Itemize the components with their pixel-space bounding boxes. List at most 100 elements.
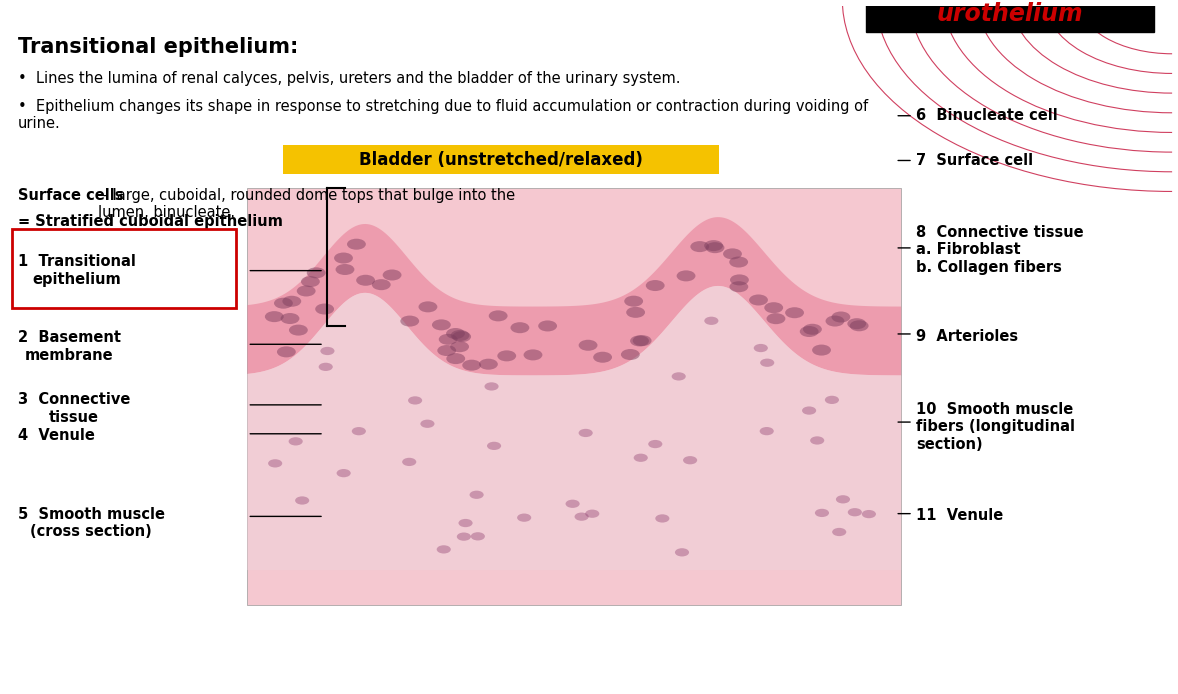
- Text: 3  Connective
tissue: 3 Connective tissue: [18, 392, 130, 425]
- Circle shape: [812, 345, 830, 355]
- Circle shape: [497, 350, 516, 362]
- Circle shape: [356, 275, 375, 286]
- Circle shape: [457, 532, 471, 541]
- Circle shape: [283, 296, 302, 307]
- Polygon shape: [247, 286, 901, 570]
- Circle shape: [760, 359, 774, 367]
- Circle shape: [471, 532, 485, 541]
- Circle shape: [265, 311, 284, 322]
- Circle shape: [704, 316, 719, 325]
- Circle shape: [438, 334, 457, 345]
- Circle shape: [316, 303, 335, 314]
- Bar: [283, 145, 719, 174]
- Circle shape: [723, 248, 742, 260]
- Bar: [247, 188, 901, 604]
- Circle shape: [408, 396, 422, 405]
- Circle shape: [297, 285, 316, 296]
- Text: 6  Binucleate cell: 6 Binucleate cell: [916, 108, 1058, 124]
- Circle shape: [296, 496, 310, 505]
- Circle shape: [452, 331, 471, 342]
- Circle shape: [277, 346, 296, 357]
- Circle shape: [847, 318, 866, 329]
- Circle shape: [730, 274, 749, 285]
- Circle shape: [810, 437, 825, 445]
- Circle shape: [462, 359, 481, 371]
- Circle shape: [335, 253, 353, 264]
- Circle shape: [348, 239, 366, 250]
- Text: 11  Venule: 11 Venule: [916, 507, 1004, 523]
- Circle shape: [706, 242, 724, 253]
- Circle shape: [630, 335, 649, 346]
- Circle shape: [803, 324, 822, 335]
- Circle shape: [280, 313, 299, 324]
- Circle shape: [648, 440, 662, 448]
- Text: 9  Arterioles: 9 Arterioles: [916, 328, 1019, 344]
- Circle shape: [487, 442, 501, 450]
- Circle shape: [704, 240, 723, 251]
- Circle shape: [437, 345, 456, 356]
- Circle shape: [594, 352, 613, 363]
- Circle shape: [767, 313, 786, 324]
- Circle shape: [401, 316, 419, 327]
- Circle shape: [352, 427, 366, 435]
- Text: •  Lines the lumina of renal calyces, pelvis, ureters and the bladder of the uri: • Lines the lumina of renal calyces, pel…: [18, 71, 680, 86]
- Text: urothelium: urothelium: [937, 2, 1084, 26]
- Text: 8  Connective tissue
a. Fibroblast
b. Collagen fibers: 8 Connective tissue a. Fibroblast b. Col…: [916, 225, 1084, 275]
- Circle shape: [565, 500, 580, 508]
- Circle shape: [836, 496, 851, 503]
- Circle shape: [479, 359, 498, 370]
- Circle shape: [671, 372, 686, 380]
- Circle shape: [320, 347, 335, 355]
- Text: 4  Venule: 4 Venule: [18, 428, 94, 443]
- Circle shape: [289, 437, 303, 446]
- Circle shape: [418, 301, 437, 312]
- Circle shape: [402, 458, 416, 466]
- Circle shape: [655, 514, 669, 523]
- Circle shape: [849, 320, 868, 331]
- Text: 1  Transitional
epithelium: 1 Transitional epithelium: [18, 255, 135, 287]
- Circle shape: [446, 328, 465, 339]
- Circle shape: [451, 330, 470, 341]
- Circle shape: [785, 307, 803, 319]
- Circle shape: [624, 296, 643, 307]
- Circle shape: [578, 340, 597, 350]
- Text: Surface cells: Surface cells: [18, 188, 124, 203]
- Circle shape: [289, 325, 307, 336]
- Circle shape: [269, 459, 283, 468]
- Circle shape: [421, 420, 435, 428]
- Text: •  Epithelium changes its shape in response to stretching due to fluid accumulat: • Epithelium changes its shape in respon…: [18, 99, 868, 131]
- Circle shape: [832, 312, 851, 323]
- Circle shape: [383, 269, 402, 280]
- Circle shape: [862, 510, 876, 518]
- Circle shape: [749, 294, 768, 305]
- Text: 2  Basement
membrane: 2 Basement membrane: [18, 330, 120, 362]
- Circle shape: [484, 382, 498, 391]
- Circle shape: [826, 316, 845, 327]
- Circle shape: [815, 509, 829, 517]
- Circle shape: [575, 512, 589, 520]
- Circle shape: [621, 349, 640, 360]
- Circle shape: [646, 280, 664, 291]
- Circle shape: [306, 267, 325, 278]
- Circle shape: [690, 241, 709, 252]
- Circle shape: [765, 302, 783, 313]
- Bar: [12, 229, 236, 309]
- Circle shape: [760, 427, 774, 435]
- Circle shape: [302, 276, 320, 287]
- Circle shape: [585, 509, 600, 518]
- Circle shape: [634, 454, 648, 462]
- Circle shape: [336, 264, 355, 275]
- Text: Transitional epithelium:: Transitional epithelium:: [18, 37, 298, 57]
- Circle shape: [470, 491, 484, 499]
- Circle shape: [318, 363, 332, 371]
- Circle shape: [754, 344, 768, 352]
- Circle shape: [372, 279, 391, 290]
- Polygon shape: [247, 217, 901, 375]
- Circle shape: [538, 321, 557, 332]
- Circle shape: [825, 396, 839, 404]
- Circle shape: [676, 271, 695, 281]
- Text: 7  Surface cell: 7 Surface cell: [916, 153, 1033, 168]
- Circle shape: [510, 322, 529, 333]
- Circle shape: [729, 257, 748, 267]
- Circle shape: [675, 548, 689, 557]
